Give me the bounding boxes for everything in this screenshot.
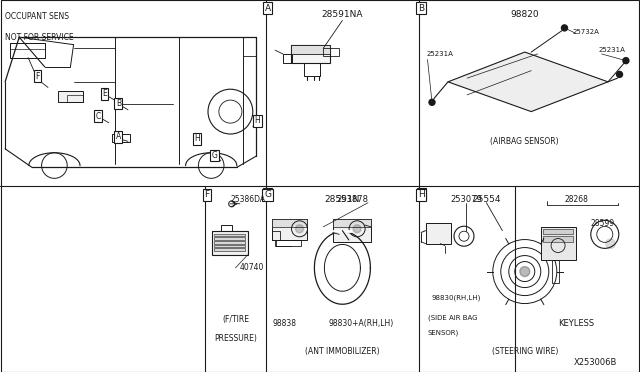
Text: C: C	[264, 190, 271, 199]
Text: 28591NA: 28591NA	[322, 10, 363, 19]
Text: KEYLESS: KEYLESS	[558, 319, 594, 328]
Text: F: F	[204, 190, 209, 199]
Circle shape	[616, 71, 623, 77]
Text: 98820: 98820	[511, 10, 539, 19]
Circle shape	[623, 58, 629, 64]
Circle shape	[561, 25, 568, 31]
Text: E: E	[419, 190, 424, 199]
Circle shape	[605, 239, 616, 248]
Bar	[426, 223, 451, 244]
Bar	[323, 48, 339, 56]
Circle shape	[429, 99, 435, 105]
Text: G: G	[264, 190, 271, 199]
Bar	[221, 225, 232, 231]
Text: 28268: 28268	[564, 195, 588, 203]
Circle shape	[520, 267, 530, 276]
Circle shape	[353, 225, 361, 233]
Text: (ANT IMMOBILIZER): (ANT IMMOBILIZER)	[305, 347, 380, 356]
Text: C: C	[95, 112, 100, 121]
Text: A: A	[264, 4, 271, 13]
Bar	[552, 260, 559, 283]
Text: 25386DA: 25386DA	[230, 195, 266, 203]
Text: 253079: 253079	[450, 195, 482, 203]
Bar	[272, 219, 307, 240]
Text: B: B	[116, 99, 121, 108]
Bar	[333, 219, 371, 242]
Text: X253006B: X253006B	[573, 358, 617, 367]
Bar	[543, 229, 573, 234]
Text: 40740: 40740	[240, 263, 264, 272]
Bar	[283, 54, 292, 63]
Bar	[291, 45, 330, 63]
Text: OCCUPANT SENS: OCCUPANT SENS	[5, 12, 69, 21]
Bar	[58, 91, 83, 102]
Text: 25554: 25554	[472, 195, 500, 203]
Bar	[214, 234, 245, 236]
Bar	[275, 240, 301, 246]
Bar	[112, 134, 130, 142]
Text: H: H	[195, 134, 200, 143]
Text: G: G	[211, 151, 218, 160]
Bar	[67, 95, 83, 102]
Bar	[214, 241, 245, 244]
Text: (SIDE AIR BAG: (SIDE AIR BAG	[428, 315, 477, 321]
Text: SENSOR): SENSOR)	[428, 330, 459, 336]
Text: B: B	[418, 4, 424, 13]
Polygon shape	[448, 52, 608, 112]
Bar	[214, 245, 245, 247]
Text: 25732A: 25732A	[573, 29, 600, 35]
Bar	[272, 231, 280, 240]
Bar	[272, 219, 307, 227]
Bar	[10, 43, 45, 49]
Bar	[212, 231, 248, 255]
Text: NOT FOR SERVICE: NOT FOR SERVICE	[5, 33, 74, 42]
Bar	[304, 63, 320, 76]
Text: PRESSURE): PRESSURE)	[214, 334, 257, 343]
Text: 98830+A(RH,LH): 98830+A(RH,LH)	[329, 319, 394, 328]
Text: 28591N: 28591N	[324, 195, 360, 203]
Text: (STEERING WIRE): (STEERING WIRE)	[492, 347, 558, 356]
Text: H: H	[255, 116, 260, 125]
Text: (F/TIRE: (F/TIRE	[222, 315, 249, 324]
Text: 25231A: 25231A	[598, 47, 625, 53]
Bar	[333, 219, 371, 227]
Text: 25231A: 25231A	[427, 51, 454, 57]
Text: H: H	[418, 190, 424, 199]
Bar	[541, 227, 576, 260]
Text: 253878: 253878	[336, 195, 368, 203]
Bar	[214, 248, 245, 251]
Text: F: F	[35, 72, 39, 81]
Circle shape	[296, 225, 303, 233]
Text: E: E	[102, 89, 107, 98]
Text: 98838: 98838	[273, 319, 297, 328]
Text: (AIRBAG SENSOR): (AIRBAG SENSOR)	[490, 137, 559, 146]
Text: 98830(RH,LH): 98830(RH,LH)	[432, 294, 481, 301]
Bar	[214, 237, 245, 240]
Text: 28599: 28599	[590, 219, 614, 228]
Text: A: A	[116, 132, 121, 141]
Bar	[10, 43, 45, 58]
Bar	[543, 236, 573, 242]
Bar	[291, 45, 330, 54]
